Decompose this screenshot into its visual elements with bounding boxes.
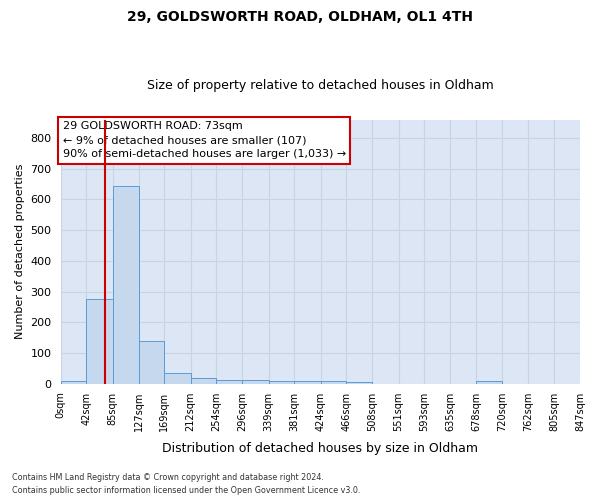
Bar [61, 381, 86, 384]
X-axis label: Distribution of detached houses by size in Oldham: Distribution of detached houses by size … [163, 442, 478, 455]
Text: Contains HM Land Registry data © Crown copyright and database right 2024.
Contai: Contains HM Land Registry data © Crown c… [12, 473, 361, 495]
Bar [320, 382, 346, 384]
Bar [476, 382, 502, 384]
Bar [242, 380, 269, 384]
Bar [113, 186, 139, 384]
Bar [86, 300, 113, 384]
Bar [294, 381, 320, 384]
Text: 29, GOLDSWORTH ROAD, OLDHAM, OL1 4TH: 29, GOLDSWORTH ROAD, OLDHAM, OL1 4TH [127, 10, 473, 24]
Title: Size of property relative to detached houses in Oldham: Size of property relative to detached ho… [147, 79, 494, 92]
Bar [346, 382, 372, 384]
Bar [217, 380, 242, 384]
Y-axis label: Number of detached properties: Number of detached properties [15, 164, 25, 340]
Bar [164, 373, 191, 384]
Bar [269, 381, 294, 384]
Bar [191, 378, 217, 384]
Bar [139, 341, 164, 384]
Text: 29 GOLDSWORTH ROAD: 73sqm
← 9% of detached houses are smaller (107)
90% of semi-: 29 GOLDSWORTH ROAD: 73sqm ← 9% of detach… [62, 121, 346, 159]
